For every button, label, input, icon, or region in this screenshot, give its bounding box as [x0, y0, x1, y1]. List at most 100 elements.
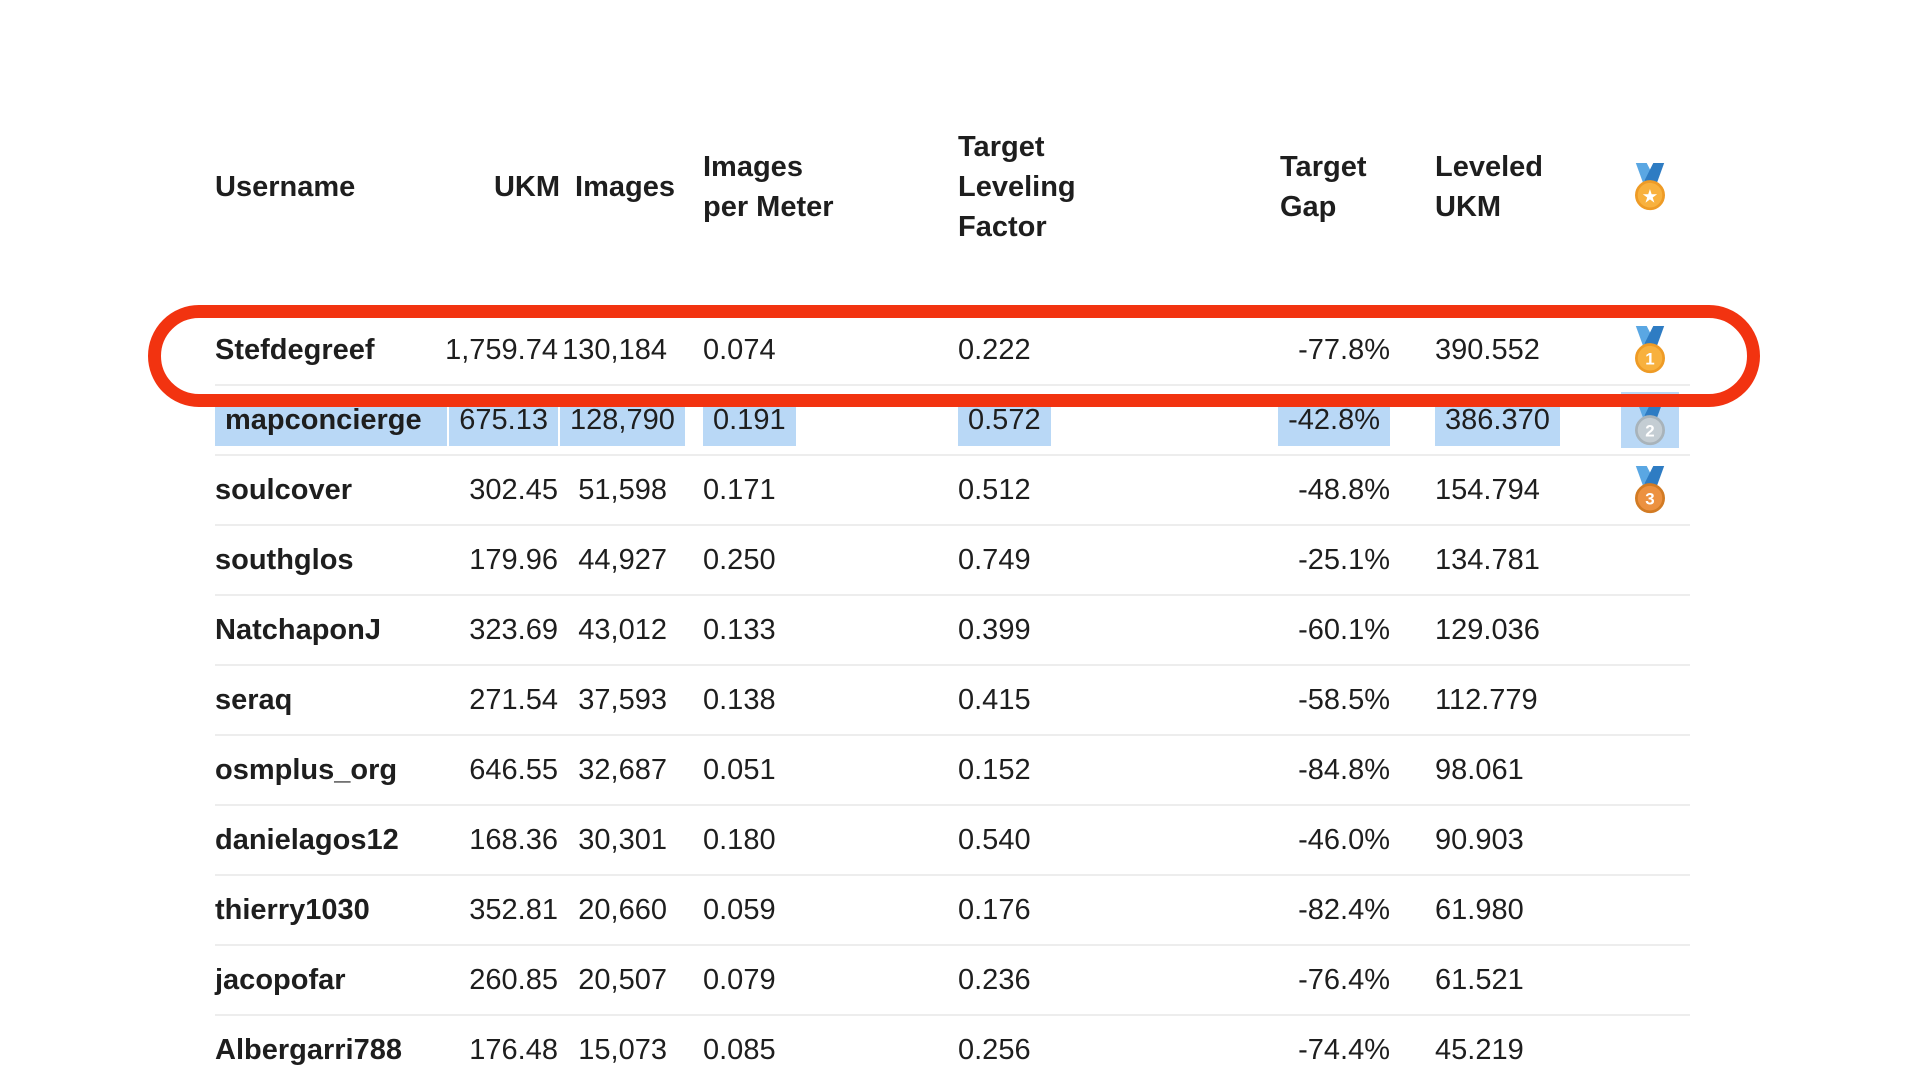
- cell-images: 30,301: [560, 805, 675, 876]
- cell-text: 128,790: [560, 394, 685, 446]
- cell-target_leveling_factor: 0.222: [930, 314, 1175, 386]
- cell-username: jacopofar: [215, 945, 440, 1016]
- cell-target_gap: -76.4%: [1175, 945, 1390, 1016]
- cell-target_leveling_factor: 0.540: [930, 805, 1175, 876]
- cell-text: 0.138: [703, 683, 776, 716]
- table-row-mapconcierge: mapconcierge 675.13 128,790 0.191 0.572 -42.8…: [215, 385, 1690, 456]
- svg-text:1: 1: [1645, 350, 1654, 369]
- cell-text: 51,598: [578, 473, 667, 506]
- column-header-medal: ★: [1610, 0, 1690, 316]
- cell-medal: [1610, 945, 1690, 1016]
- column-header-leveled_ukm: Leveled UKM: [1390, 0, 1610, 316]
- cell-text: 179.96: [469, 543, 558, 576]
- cell-text: 0.079: [703, 963, 776, 996]
- cell-ukm: 271.54: [440, 665, 560, 736]
- cell-text: 0.399: [958, 613, 1031, 646]
- cell-text: 0.222: [958, 333, 1031, 366]
- cell-username: Stefdegreef: [215, 314, 440, 386]
- table-row-jacopofar: jacopofar 260.85 20,507 0.079 0.236 -76.4% 61.…: [215, 945, 1690, 1016]
- svg-text:2: 2: [1645, 422, 1654, 441]
- cell-text: NatchaponJ: [215, 613, 381, 646]
- cell-medal: 2: [1610, 385, 1690, 456]
- cell-leveled_ukm: 45.219: [1390, 1015, 1610, 1080]
- cell-text: 0.415: [958, 683, 1031, 716]
- cell-ukm: 1,759.74: [440, 314, 560, 386]
- cell-leveled_ukm: 61.521: [1390, 945, 1610, 1016]
- cell-text: 0.133: [703, 613, 776, 646]
- cell-text: seraq: [215, 683, 293, 716]
- cell-text: -48.8%: [1298, 473, 1390, 506]
- cell-medal: [1610, 875, 1690, 946]
- cell-leveled_ukm: 390.552: [1390, 314, 1610, 386]
- column-header-target_gap: Target Gap: [1175, 0, 1390, 316]
- table-row-soulcover: soulcover 302.45 51,598 0.171 0.512 -48.8% 154…: [215, 455, 1690, 526]
- cell-text: 386.370: [1435, 394, 1560, 446]
- cell-medal: [1610, 595, 1690, 666]
- cell-text: 390.552: [1435, 333, 1540, 366]
- cell-text: 168.36: [469, 823, 558, 856]
- cell-text: 98.061: [1435, 753, 1524, 786]
- cell-text: 61.521: [1435, 963, 1524, 996]
- svg-text:★: ★: [1642, 186, 1659, 207]
- cell-text: -74.4%: [1298, 1033, 1390, 1066]
- silver-medal-icon: 2: [1635, 398, 1665, 446]
- cell-text: 20,660: [578, 893, 667, 926]
- table-row-Albergarri788: Albergarri788 176.48 15,073 0.085 0.256 -74.4…: [215, 1015, 1690, 1080]
- cell-text: 20,507: [578, 963, 667, 996]
- cell-images_per_meter: 0.133: [675, 595, 930, 666]
- cell-text: 0.180: [703, 823, 776, 856]
- cell-target_leveling_factor: 0.512: [930, 455, 1175, 526]
- cell-ukm: 176.48: [440, 1015, 560, 1080]
- cell-text: -46.0%: [1298, 823, 1390, 856]
- table-header-row: Username UKM Images Images per Meter Target …: [215, 0, 1690, 316]
- cell-text: 0.236: [958, 963, 1031, 996]
- column-header-images: Images: [560, 0, 675, 316]
- cell-text: 0.540: [958, 823, 1031, 856]
- cell-images_per_meter: 0.171: [675, 455, 930, 526]
- cell-text: Stefdegreef: [215, 333, 375, 366]
- cell-images: 43,012: [560, 595, 675, 666]
- cell-text: 0.250: [703, 543, 776, 576]
- column-header-target_leveling_factor: Target Leveling Factor: [930, 0, 1175, 316]
- cell-text: 0.051: [703, 753, 776, 786]
- svg-text:3: 3: [1645, 490, 1654, 509]
- cell-username: soulcover: [215, 455, 440, 526]
- cell-text: -84.8%: [1298, 753, 1390, 786]
- column-header-label: Target Leveling Factor: [958, 131, 1076, 243]
- cell-text: mapconcierge: [215, 394, 447, 446]
- cell-text: 129.036: [1435, 613, 1540, 646]
- cell-target_gap: -84.8%: [1175, 735, 1390, 806]
- cell-medal: [1610, 735, 1690, 806]
- cell-images: 20,507: [560, 945, 675, 1016]
- rank-medal: 3: [1630, 466, 1670, 514]
- column-header-images_per_meter: Images per Meter: [675, 0, 930, 316]
- cell-text: 134.781: [1435, 543, 1540, 576]
- cell-username: danielagos12: [215, 805, 440, 876]
- cell-username: seraq: [215, 665, 440, 736]
- cell-text: 112.779: [1435, 683, 1538, 716]
- cell-text: 0.085: [703, 1033, 776, 1066]
- cell-target_gap: -42.8%: [1175, 385, 1390, 456]
- cell-text: -58.5%: [1298, 683, 1390, 716]
- cell-text: -82.4%: [1298, 893, 1390, 926]
- cell-text: 302.45: [469, 473, 558, 506]
- cell-medal: [1610, 1015, 1690, 1080]
- cell-ukm: 260.85: [440, 945, 560, 1016]
- cell-medal: 3: [1610, 455, 1690, 526]
- cell-medal: 1: [1610, 314, 1690, 386]
- rank-medal: 1: [1630, 326, 1670, 374]
- cell-text: 44,927: [578, 543, 667, 576]
- cell-text: 0.256: [958, 1033, 1031, 1066]
- cell-images: 130,184: [560, 314, 675, 386]
- cell-target_leveling_factor: 0.749: [930, 525, 1175, 596]
- cell-text: 61.980: [1435, 893, 1524, 926]
- rank-medal: 2: [1621, 392, 1679, 448]
- cell-username: osmplus_org: [215, 735, 440, 806]
- table-row-osmplus_org: osmplus_org 646.55 32,687 0.051 0.152 -84.8% 9…: [215, 735, 1690, 806]
- cell-target_leveling_factor: 0.399: [930, 595, 1175, 666]
- cell-text: 0.171: [703, 473, 776, 506]
- cell-text: 0.074: [703, 333, 776, 366]
- column-header-label: Username: [215, 171, 356, 203]
- cell-text: 130,184: [562, 333, 667, 366]
- cell-target_leveling_factor: 0.152: [930, 735, 1175, 806]
